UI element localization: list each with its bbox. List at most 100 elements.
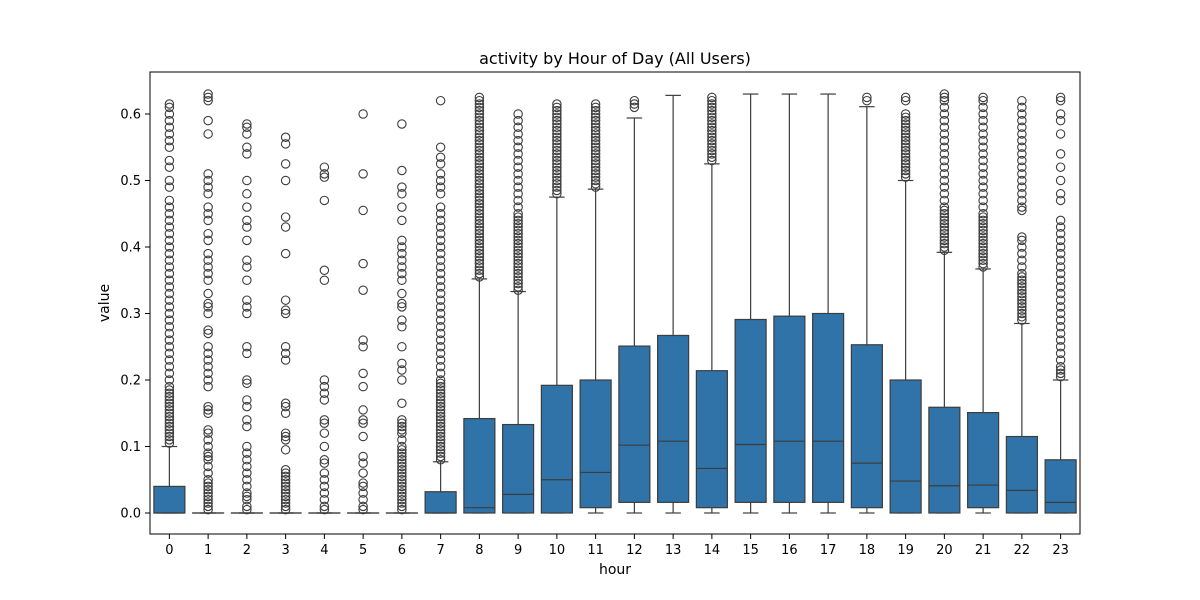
outlier-point [900, 119, 911, 129]
outlier-point [280, 295, 291, 305]
outlier-point [707, 122, 717, 133]
outlier-point [164, 122, 175, 133]
chart-title: activity by Hour of Day (All Users) [479, 49, 751, 68]
outlier-point [242, 421, 252, 432]
x-tick-label: 21 [975, 543, 992, 558]
outlier-point [978, 189, 988, 199]
outlier-point [552, 132, 562, 143]
y-tick-label: 0.2 [120, 374, 141, 389]
outlier-point [280, 471, 291, 482]
outlier-point [474, 235, 485, 246]
box-group-hour-9 [502, 109, 535, 514]
outlier-point [164, 288, 175, 299]
outlier-point [978, 169, 988, 179]
outlier-point [435, 361, 446, 372]
outlier-point [397, 165, 407, 176]
outlier-point [358, 431, 368, 442]
iqr-box [540, 384, 573, 514]
outlier-point [978, 182, 988, 192]
outlier-point [978, 115, 988, 126]
outlier-point [435, 355, 446, 365]
outlier-point [707, 109, 717, 119]
outlier-point [900, 122, 911, 133]
outlier-point [203, 169, 213, 179]
outlier-point [513, 235, 523, 246]
outlier-point [203, 498, 213, 508]
outlier-point [1017, 268, 1027, 279]
outlier-point [435, 275, 446, 285]
x-tick-label: 11 [587, 543, 604, 558]
outlier-point [242, 222, 252, 232]
outlier-point [164, 421, 175, 432]
outlier-point [319, 418, 330, 428]
outlier-point [552, 189, 562, 199]
outlier-point [319, 504, 330, 515]
outlier-point [280, 435, 291, 445]
box-group-hour-16 [773, 93, 806, 514]
outlier-point [590, 169, 601, 179]
outlier-point [978, 248, 988, 259]
outlier-point [435, 308, 446, 319]
outlier-point [435, 401, 446, 412]
outlier-point [397, 445, 407, 455]
outlier-point [1055, 162, 1066, 172]
outlier-point [435, 385, 446, 395]
outlier-point [939, 225, 950, 236]
outlier-point [319, 275, 330, 285]
outlier-point [435, 411, 446, 422]
outlier-point [435, 268, 446, 279]
outlier-point [513, 135, 523, 146]
outlier-point [242, 491, 252, 502]
outlier-point [397, 451, 407, 462]
outlier-point [474, 112, 485, 123]
outlier-point [435, 428, 446, 438]
outlier-point [203, 448, 213, 458]
outlier-point [397, 421, 407, 432]
outlier-point [203, 484, 213, 495]
outlier-point [474, 159, 485, 169]
outlier-point [978, 162, 988, 172]
outlier-point [939, 182, 950, 192]
iqr-box [1044, 459, 1077, 514]
x-tick-label: 18 [859, 543, 876, 558]
outlier-point [939, 228, 950, 239]
outlier-point [164, 368, 175, 379]
outlier-point [939, 202, 950, 212]
outlier-point [1017, 278, 1027, 289]
outlier-point [397, 468, 407, 478]
outlier-point [1055, 295, 1066, 305]
outlier-point [590, 135, 601, 146]
outlier-point [978, 129, 988, 139]
outlier-point [164, 391, 175, 402]
outlier-point [590, 122, 601, 133]
outlier-point [203, 215, 213, 226]
outlier-point [242, 375, 252, 385]
outlier-point [435, 375, 446, 385]
outlier-point [939, 155, 950, 166]
outlier-point [552, 135, 562, 146]
outlier-point [164, 408, 175, 418]
outlier-point [590, 145, 601, 156]
outlier-point [242, 474, 252, 485]
outlier-point [242, 395, 252, 405]
outlier-point [203, 115, 213, 126]
outlier-point [590, 142, 601, 153]
outlier-point [978, 202, 988, 212]
outlier-point [900, 142, 911, 153]
outlier-point [358, 488, 368, 498]
outlier-point [1055, 255, 1066, 266]
outlier-point [397, 275, 407, 285]
outlier-point [707, 135, 717, 146]
outlier-point [242, 348, 252, 359]
outlier-point [203, 425, 213, 435]
outlier-point [203, 381, 213, 392]
outlier-point [474, 255, 485, 266]
outlier-point [707, 119, 717, 129]
outlier-point [358, 109, 368, 119]
outlier-point [1017, 169, 1027, 179]
x-tick-label: 23 [1052, 543, 1069, 558]
outlier-point [203, 255, 213, 266]
outlier-point [978, 218, 988, 229]
x-tick-label: 5 [359, 543, 367, 558]
outlier-point [280, 305, 291, 315]
